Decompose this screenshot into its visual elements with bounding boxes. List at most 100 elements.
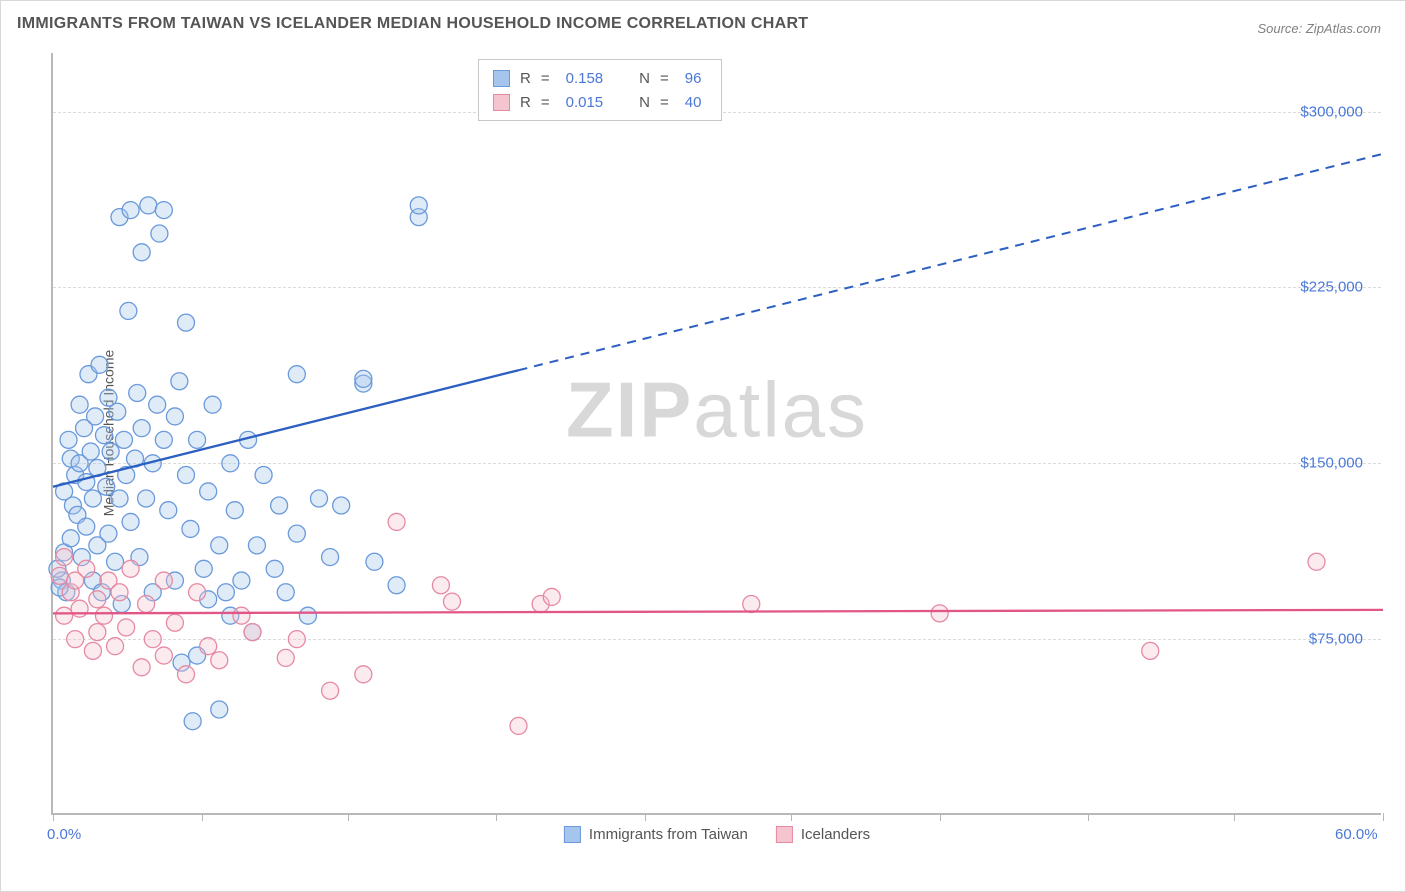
x-tick-label: 0.0% [47,826,81,843]
scatter-point [171,373,188,390]
scatter-point [543,588,560,605]
x-tick-mark [53,813,54,821]
legend-row-taiwan: R = 0.158 N = 96 [493,66,707,90]
scatter-point [56,607,73,624]
trend-line-solid [53,610,1383,614]
scatter-point [255,467,272,484]
legend-n-label: N [639,70,650,87]
scatter-point [120,302,137,319]
scatter-point [322,682,339,699]
scatter-point [195,560,212,577]
scatter-point [178,666,195,683]
scatter-point [200,483,217,500]
scatter-point [155,572,172,589]
scatter-point [78,518,95,535]
scatter-point [122,513,139,530]
scatter-point [95,607,112,624]
scatter-point [410,197,427,214]
y-tick-label: $150,000 [1300,455,1363,472]
scatter-point [151,225,168,242]
source-value: ZipAtlas.com [1306,21,1381,36]
series-label-icelanders: Icelanders [801,826,870,843]
legend-n-value-taiwan: 96 [679,70,708,87]
scatter-point [118,619,135,636]
scatter-point [366,553,383,570]
series-swatch-taiwan [564,826,581,843]
scatter-point [62,530,79,547]
scatter-point [931,605,948,622]
legend-row-icelanders: R = 0.015 N = 40 [493,90,707,114]
scatter-point [211,652,228,669]
scatter-point [84,642,101,659]
scatter-point [144,631,161,648]
legend-swatch-taiwan [493,70,510,87]
x-tick-mark [1234,813,1235,821]
legend-r-label: R [520,70,531,87]
scatter-point [155,202,172,219]
scatter-point [122,202,139,219]
plot-area: Median Household Income ZIPatlas R = 0.1… [51,53,1381,815]
scatter-point [51,567,68,584]
legend-n-value-icelanders: 40 [679,94,708,111]
scatter-point [222,455,239,472]
scatter-point [355,666,372,683]
scatter-point [189,584,206,601]
scatter-point [226,502,243,519]
x-tick-mark [940,813,941,821]
x-tick-mark [1088,813,1089,821]
scatter-point [1142,642,1159,659]
legend-swatch-icelanders [493,94,510,111]
x-tick-mark [645,813,646,821]
scatter-point [432,577,449,594]
scatter-point [87,408,104,425]
scatter-point [155,647,172,664]
scatter-point [248,537,265,554]
scatter-point [56,549,73,566]
scatter-point [217,584,234,601]
scatter-point [71,396,88,413]
scatter-point [107,638,124,655]
scatter-point [244,624,261,641]
scatter-point [510,717,527,734]
scatter-point [129,384,146,401]
scatter-point [743,595,760,612]
scatter-point [288,366,305,383]
x-tick-mark [1383,813,1384,821]
scatter-point [133,420,150,437]
source-attribution: Source: ZipAtlas.com [1257,21,1381,36]
plot-svg [53,53,1381,813]
scatter-point [71,600,88,617]
scatter-point [288,631,305,648]
scatter-point [311,490,328,507]
scatter-point [1308,553,1325,570]
trend-line-dashed [519,154,1384,370]
scatter-point [322,549,339,566]
scatter-point [288,525,305,542]
scatter-point [67,631,84,648]
scatter-point [299,607,316,624]
scatter-point [60,431,77,448]
chart-title: IMMIGRANTS FROM TAIWAN VS ICELANDER MEDI… [17,15,808,33]
scatter-point [189,431,206,448]
scatter-point [98,478,115,495]
scatter-point [211,701,228,718]
scatter-point [444,593,461,610]
scatter-point [138,490,155,507]
scatter-point [266,560,283,577]
scatter-point [333,497,350,514]
scatter-point [166,408,183,425]
scatter-point [184,713,201,730]
scatter-point [111,490,128,507]
scatter-point [277,649,294,666]
chart-container: IMMIGRANTS FROM TAIWAN VS ICELANDER MEDI… [0,0,1406,892]
scatter-point [204,396,221,413]
scatter-point [160,502,177,519]
scatter-point [182,520,199,537]
scatter-point [211,537,228,554]
trend-line-solid [53,370,519,487]
scatter-point [233,572,250,589]
y-tick-label: $75,000 [1309,631,1363,648]
x-tick-mark [496,813,497,821]
scatter-point [200,638,217,655]
scatter-point [133,244,150,261]
